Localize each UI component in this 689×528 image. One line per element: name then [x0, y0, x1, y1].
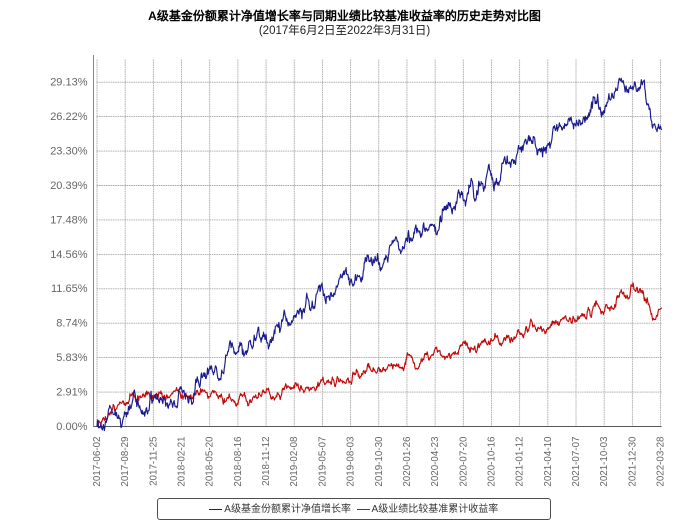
svg-text:2.91%: 2.91%	[56, 387, 87, 399]
svg-text:26.22%: 26.22%	[50, 111, 88, 123]
svg-text:23.30%: 23.30%	[50, 146, 88, 158]
svg-text:2021-04-10: 2021-04-10	[543, 436, 554, 487]
svg-text:2022-03-28: 2022-03-28	[656, 436, 667, 487]
svg-text:2019-08-03: 2019-08-03	[346, 436, 357, 487]
svg-text:2020-07-20: 2020-07-20	[458, 436, 469, 487]
svg-text:5.83%: 5.83%	[56, 352, 87, 364]
svg-text:2018-02-21: 2018-02-21	[177, 437, 188, 487]
svg-text:2020-10-16: 2020-10-16	[486, 436, 497, 487]
svg-text:2021-07-07: 2021-07-07	[571, 437, 582, 487]
svg-text:29.13%: 29.13%	[50, 77, 88, 89]
svg-text:2021-10-03: 2021-10-03	[599, 436, 610, 487]
svg-text:2018-08-16: 2018-08-16	[233, 436, 244, 487]
svg-text:17.48%: 17.48%	[50, 214, 88, 226]
svg-text:2017-08-29: 2017-08-29	[120, 437, 131, 487]
svg-text:14.56%: 14.56%	[50, 249, 88, 261]
svg-text:20.39%: 20.39%	[50, 180, 88, 192]
svg-text:11.65%: 11.65%	[51, 283, 88, 295]
svg-text:2019-10-30: 2019-10-30	[374, 436, 385, 487]
svg-text:2020-04-23: 2020-04-23	[430, 436, 441, 487]
svg-text:2021-01-12: 2021-01-12	[515, 437, 526, 487]
svg-text:2018-05-20: 2018-05-20	[205, 436, 216, 487]
svg-text:2017-06-02: 2017-06-02	[92, 437, 103, 487]
svg-text:2017-11-25: 2017-11-25	[148, 436, 159, 486]
svg-text:0.00%: 0.00%	[56, 421, 87, 433]
svg-text:2019-05-07: 2019-05-07	[317, 437, 328, 487]
svg-text:2021-12-30: 2021-12-30	[627, 436, 638, 487]
svg-text:2018-11-12: 2018-11-12	[261, 437, 272, 486]
svg-text:2019-02-08: 2019-02-08	[289, 436, 300, 487]
svg-text:8.74%: 8.74%	[56, 318, 87, 330]
svg-text:2020-01-26: 2020-01-26	[402, 436, 413, 487]
